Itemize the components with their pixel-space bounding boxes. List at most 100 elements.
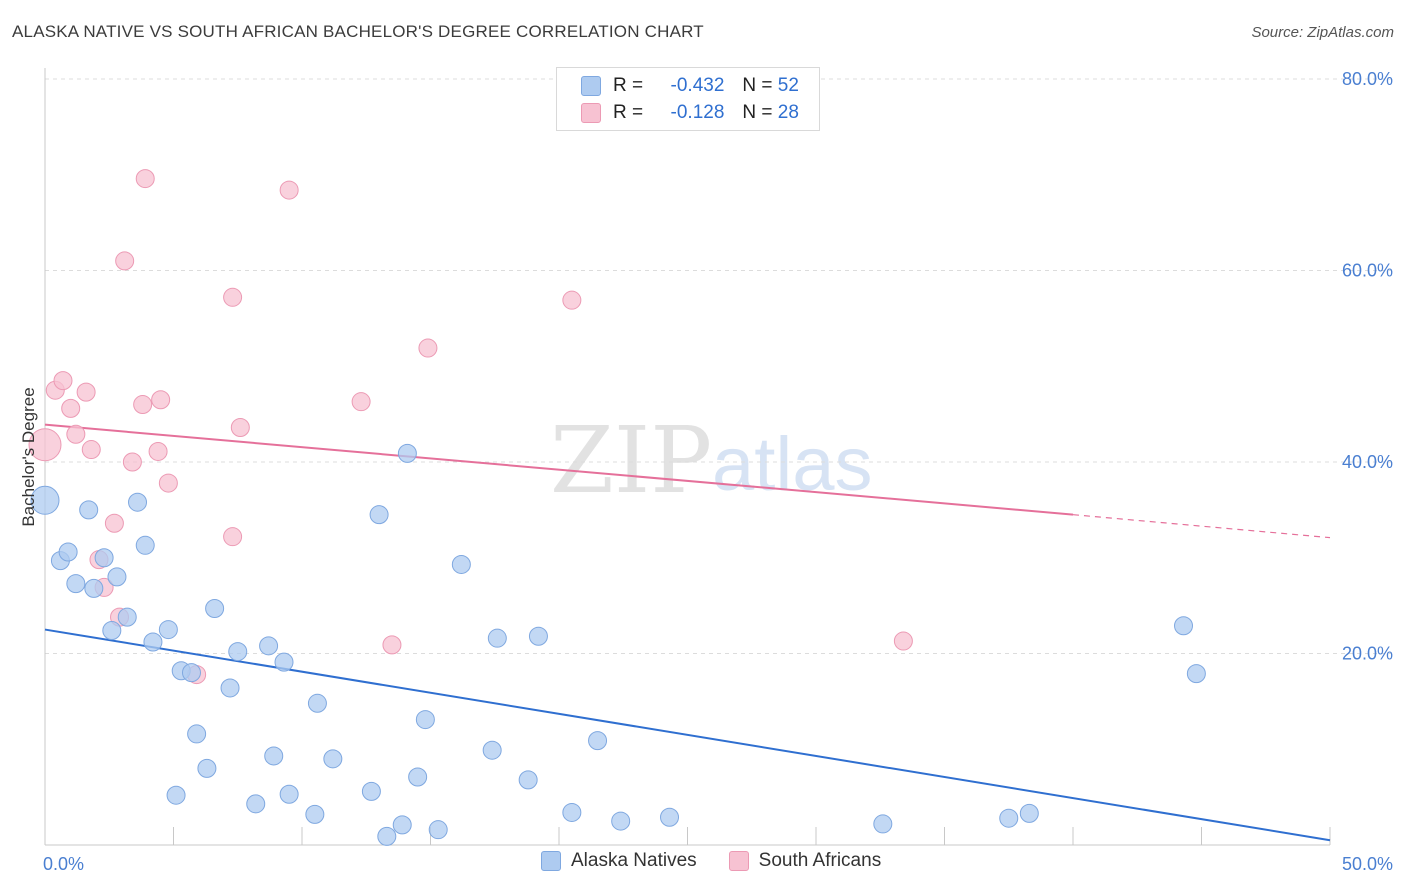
alaska-natives-point bbox=[307, 693, 327, 713]
alaska-natives-point bbox=[205, 598, 225, 618]
south-africans-point bbox=[135, 169, 155, 189]
alaska-natives-point bbox=[246, 794, 266, 814]
y-tick-label: 40.0% bbox=[1342, 452, 1393, 472]
chart-title: ALASKA NATIVE VS SOUTH AFRICAN BACHELOR'… bbox=[12, 22, 704, 41]
alaska-natives-point bbox=[94, 548, 114, 568]
south-africans-point bbox=[115, 251, 135, 271]
south-africans-point bbox=[158, 473, 178, 493]
south-africans-point bbox=[418, 338, 438, 358]
legend-n-label: N = bbox=[742, 102, 773, 123]
legend-swatch-blue bbox=[581, 76, 601, 96]
alaska-natives-point bbox=[84, 578, 104, 598]
alaska-natives-point bbox=[487, 628, 507, 648]
south-africans-point bbox=[562, 290, 582, 310]
series-swatch-blue bbox=[541, 851, 561, 871]
legend-row-south-africans: R = -0.128 N = 28 bbox=[581, 100, 799, 126]
series-legend: Alaska Natives South Africans bbox=[541, 850, 913, 872]
south-africans-point bbox=[151, 390, 171, 410]
legend-row-alaska-natives: R = -0.432 N = 52 bbox=[581, 73, 799, 99]
south-africans-point bbox=[66, 424, 86, 444]
alaska-natives-point bbox=[1186, 664, 1206, 684]
alaska-natives-point bbox=[107, 567, 127, 587]
south-africans-point bbox=[81, 440, 101, 460]
alaska-natives-point bbox=[369, 505, 389, 525]
watermark-zip: ZIP bbox=[550, 407, 712, 514]
watermark: ZIP atlas bbox=[550, 407, 873, 514]
series-label: South Africans bbox=[758, 850, 882, 871]
alaska-natives-point bbox=[166, 785, 186, 805]
south-africans-point bbox=[53, 371, 73, 391]
alaska-natives-point bbox=[562, 802, 582, 822]
source-label: Source: ZipAtlas.com bbox=[1251, 24, 1394, 41]
alaska-natives-point bbox=[392, 815, 412, 835]
alaska-natives-point bbox=[135, 535, 155, 555]
alaska-natives-point bbox=[415, 710, 435, 730]
alaska-natives-point bbox=[323, 749, 343, 769]
alaska-natives-point bbox=[79, 500, 99, 520]
alaska-natives-point bbox=[228, 642, 248, 662]
legend-swatch-pink bbox=[581, 103, 601, 123]
alaska-natives-point bbox=[66, 574, 86, 594]
south-africans-points bbox=[28, 169, 913, 685]
alaska-natives-point bbox=[181, 663, 201, 683]
south-africans-point bbox=[61, 398, 81, 418]
south-africans-point bbox=[223, 287, 243, 307]
alaska-natives-point bbox=[377, 826, 397, 846]
south-africans-trend-line bbox=[44, 423, 1074, 516]
alaska-natives-point bbox=[58, 542, 78, 562]
legend-r-value: -0.432 bbox=[670, 75, 725, 96]
alaska-natives-point bbox=[999, 808, 1019, 828]
alaska-natives-point bbox=[397, 443, 417, 463]
x-tick-label: 0.0% bbox=[43, 854, 84, 874]
watermark-atlas: atlas bbox=[712, 422, 873, 507]
south-africans-point bbox=[351, 392, 371, 412]
legend-r-value: -0.128 bbox=[670, 102, 725, 123]
series-swatch-pink bbox=[728, 851, 749, 871]
south-africans-point bbox=[230, 418, 250, 438]
south-africans-point bbox=[279, 180, 299, 200]
alaska-natives-points bbox=[30, 443, 1206, 846]
alaska-natives-point bbox=[408, 767, 428, 787]
alaska-natives-point bbox=[279, 784, 299, 804]
alaska-natives-point bbox=[259, 636, 279, 656]
alaska-natives-point bbox=[187, 724, 207, 744]
alaska-natives-point bbox=[611, 811, 631, 831]
south-africans-point bbox=[893, 631, 913, 651]
x-tick-label: 50.0% bbox=[1342, 854, 1393, 874]
y-tick-label: 20.0% bbox=[1342, 644, 1393, 664]
legend-n-value: 28 bbox=[777, 102, 799, 123]
alaska-natives-point bbox=[1019, 803, 1039, 823]
alaska-natives-trend-line bbox=[44, 628, 1331, 842]
south-africans-point bbox=[76, 382, 96, 402]
correlation-legend: R = -0.432 N = 52 R = -0.128 N = 28 bbox=[556, 67, 820, 131]
alaska-natives-point bbox=[660, 807, 680, 827]
south-africans-point bbox=[28, 428, 62, 462]
south-africans-point bbox=[122, 452, 142, 472]
alaska-natives-point bbox=[528, 626, 548, 646]
alaska-natives-point bbox=[873, 814, 893, 834]
south-africans-point bbox=[104, 513, 124, 533]
series-legend-alaska-natives: Alaska Natives bbox=[541, 850, 697, 872]
alaska-natives-point bbox=[264, 746, 284, 766]
alaska-natives-point bbox=[158, 620, 178, 640]
alaska-natives-point bbox=[143, 632, 163, 652]
alaska-natives-point bbox=[197, 758, 217, 778]
south-africans-trend-extension bbox=[1072, 514, 1331, 539]
alaska-natives-point bbox=[30, 485, 60, 515]
legend-n-label: N = bbox=[742, 75, 773, 96]
alaska-natives-point bbox=[518, 770, 538, 790]
alaska-natives-point bbox=[220, 678, 240, 698]
gridlines bbox=[45, 78, 1392, 654]
y-tick-label: 80.0% bbox=[1342, 69, 1393, 89]
tick-labels: 80.0% 60.0% 40.0% 20.0% 0.0% 50.0% bbox=[43, 69, 1393, 874]
alaska-natives-point bbox=[1174, 616, 1194, 636]
alaska-natives-point bbox=[102, 621, 122, 641]
series-legend-south-africans: South Africans bbox=[728, 850, 882, 872]
alaska-natives-point bbox=[588, 731, 608, 751]
trend-lines bbox=[44, 423, 1331, 842]
alaska-natives-point bbox=[451, 554, 471, 574]
south-africans-point bbox=[223, 527, 243, 547]
y-tick-label: 60.0% bbox=[1342, 261, 1393, 281]
legend-n-value: 52 bbox=[777, 75, 799, 96]
